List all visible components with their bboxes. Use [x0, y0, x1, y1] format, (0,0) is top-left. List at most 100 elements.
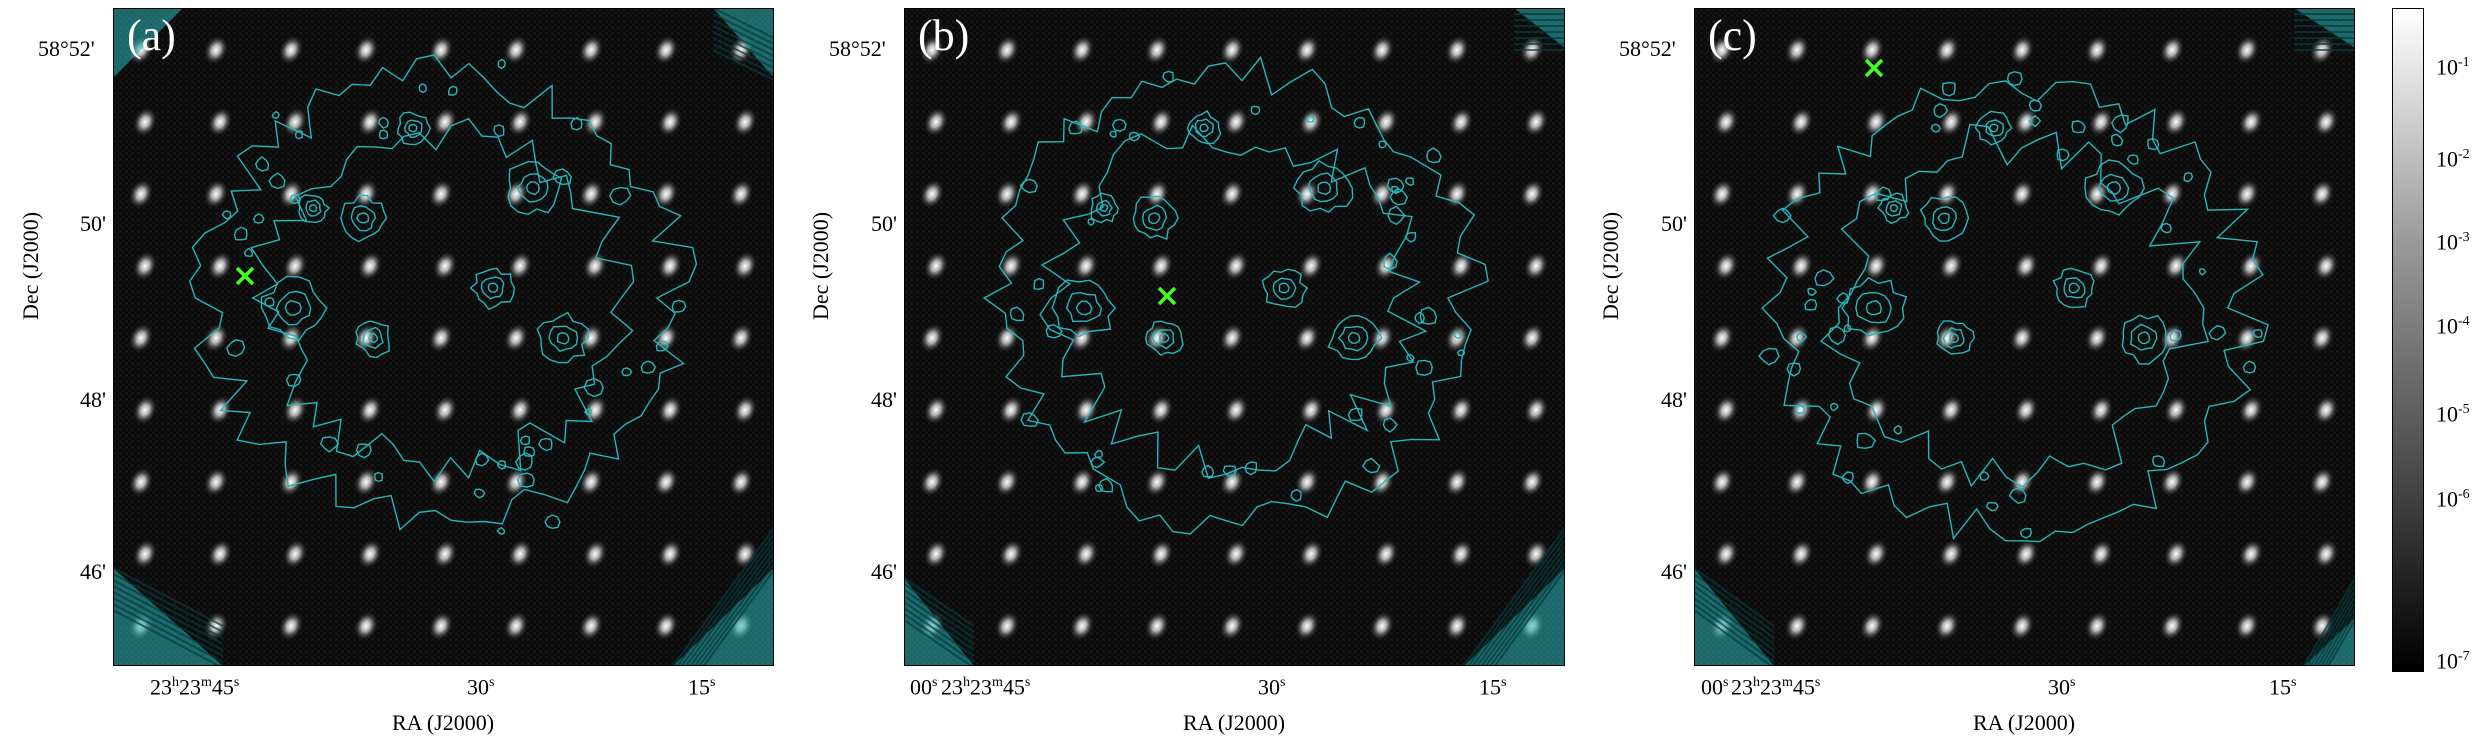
xtick-label: 23h23m45s — [1731, 674, 1821, 700]
point-source — [1444, 178, 1470, 210]
point-source — [998, 394, 1024, 426]
point-source — [1073, 250, 1099, 282]
point-source — [507, 394, 533, 426]
point-source — [357, 106, 383, 138]
point-source — [428, 34, 454, 66]
point-source — [653, 466, 679, 498]
point-source — [1144, 466, 1170, 498]
point-source — [2238, 538, 2264, 570]
point-source — [1223, 250, 1249, 282]
point-source — [919, 178, 945, 210]
point-source — [1069, 466, 1095, 498]
point-source — [1073, 394, 1099, 426]
point-source — [1294, 178, 1320, 210]
point-source — [2313, 106, 2339, 138]
edge-artifact — [1694, 8, 2355, 666]
point-source — [1784, 466, 1810, 498]
point-source — [1144, 178, 1170, 210]
point-source — [657, 250, 683, 282]
point-source — [2163, 538, 2189, 570]
xtick-label: 23h23m45s — [150, 674, 240, 700]
point-source — [578, 610, 604, 642]
point-source — [657, 106, 683, 138]
point-source — [128, 322, 154, 354]
point-source — [432, 538, 458, 570]
point-source — [353, 34, 379, 66]
point-source — [2013, 394, 2039, 426]
point-source — [1788, 394, 1814, 426]
ytick-a-3: 46' — [80, 559, 106, 584]
point-source — [1863, 250, 1889, 282]
point-source — [1448, 106, 1474, 138]
point-source — [2234, 466, 2260, 498]
ytick-b-0: 58°52' — [829, 36, 886, 61]
colorbar-tick-label: 10-5 — [2436, 401, 2470, 427]
panel-b-image — [904, 8, 1565, 666]
point-source — [919, 322, 945, 354]
colorbar-tick-label: 10-4 — [2436, 313, 2470, 339]
ytick-a-2: 48' — [80, 387, 106, 412]
point-source — [2238, 394, 2264, 426]
point-source — [1369, 34, 1395, 66]
point-source — [1369, 610, 1395, 642]
point-source — [203, 34, 229, 66]
point-source — [923, 538, 949, 570]
point-source — [1934, 178, 1960, 210]
point-source — [2013, 106, 2039, 138]
point-source — [2309, 322, 2335, 354]
point-source — [2234, 34, 2260, 66]
point-source — [1373, 106, 1399, 138]
point-source — [2313, 250, 2339, 282]
ytick-a-1: 50' — [80, 211, 106, 236]
point-source — [728, 322, 754, 354]
point-source — [507, 538, 533, 570]
point-source — [2309, 466, 2335, 498]
point-source — [432, 250, 458, 282]
point-source — [353, 178, 379, 210]
point-source — [994, 178, 1020, 210]
point-source — [1294, 466, 1320, 498]
point-source — [1934, 322, 1960, 354]
point-source — [1859, 322, 1885, 354]
point-source — [2084, 322, 2110, 354]
point-source — [1144, 34, 1170, 66]
ylabel-c: Dec (J2000) — [1598, 211, 1623, 320]
point-source — [728, 178, 754, 210]
point-source — [203, 178, 229, 210]
point-source — [657, 538, 683, 570]
panel-b-label: (b) — [918, 11, 970, 60]
point-source — [1934, 34, 1960, 66]
xtick-label: 00s — [910, 674, 938, 700]
point-source — [1784, 178, 1810, 210]
point-source — [2009, 178, 2035, 210]
point-source — [1938, 394, 1964, 426]
panel-a-image — [113, 8, 774, 666]
point-source — [578, 178, 604, 210]
point-source — [2088, 538, 2114, 570]
point-source — [994, 322, 1020, 354]
point-source — [582, 250, 608, 282]
point-source — [1709, 322, 1735, 354]
point-source — [1148, 538, 1174, 570]
panel-b: (b) — [904, 8, 1565, 666]
point-source — [278, 466, 304, 498]
point-source — [2159, 610, 2185, 642]
point-source — [1784, 610, 1810, 642]
point-source — [207, 106, 233, 138]
point-source — [132, 250, 158, 282]
point-source — [1523, 250, 1549, 282]
point-source — [2234, 610, 2260, 642]
point-source — [1144, 610, 1170, 642]
xtick-label: 15s — [688, 674, 716, 700]
point-source — [1709, 178, 1735, 210]
point-source — [2009, 610, 2035, 642]
point-source — [132, 106, 158, 138]
contours — [188, 54, 698, 535]
colorbar-tick-label: 10-7 — [2436, 648, 2470, 674]
point-source — [1294, 322, 1320, 354]
point-source — [1223, 106, 1249, 138]
point-source — [2159, 34, 2185, 66]
point-source — [507, 250, 533, 282]
point-source — [132, 394, 158, 426]
point-source — [728, 466, 754, 498]
